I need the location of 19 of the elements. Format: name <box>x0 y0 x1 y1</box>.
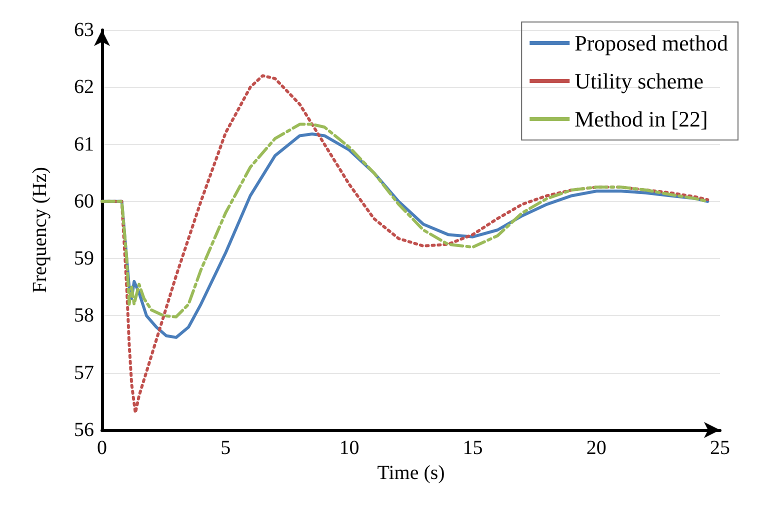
x-tick-label: 0 <box>97 437 107 459</box>
y-tick-label: 56 <box>74 419 94 441</box>
y-tick-label: 61 <box>74 133 94 156</box>
x-tick-label: 15 <box>462 437 483 459</box>
y-tick-label: 58 <box>74 304 94 327</box>
legend-label: Method in [22] <box>574 106 708 132</box>
x-tick-label: 20 <box>586 437 606 459</box>
legend-label: Proposed method <box>574 30 728 56</box>
x-tick-label: 5 <box>220 437 231 459</box>
y-tick-label: 62 <box>74 76 94 98</box>
y-tick-label: 59 <box>74 248 94 270</box>
y-axis-title: Frequency (Hz) <box>29 166 51 294</box>
y-tick-label: 57 <box>74 362 94 384</box>
x-axis-title: Time (s) <box>377 462 445 484</box>
legend-label: Utility scheme <box>574 68 704 94</box>
x-tick-label: 10 <box>339 437 360 459</box>
x-tick-label: 25 <box>710 437 730 459</box>
y-tick-label: 63 <box>74 19 94 41</box>
y-tick-label: 60 <box>74 190 94 212</box>
